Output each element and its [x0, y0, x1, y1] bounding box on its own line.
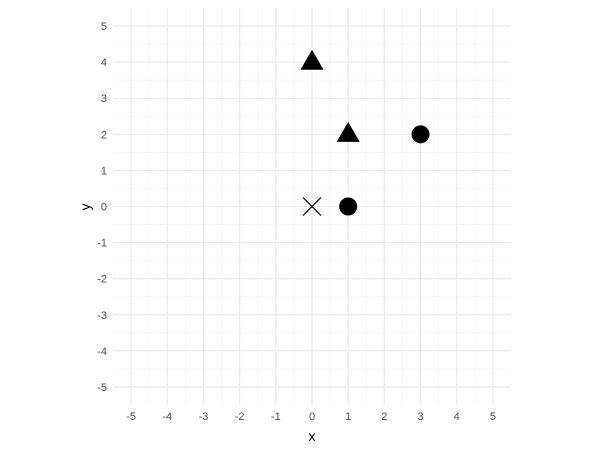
x-tick-label: 3: [417, 411, 423, 423]
y-tick-label: -3: [97, 310, 107, 322]
y-tick-label: -5: [97, 382, 107, 394]
point-triangle: [336, 121, 360, 142]
x-tick-label: 4: [454, 411, 460, 423]
x-tick-label: 2: [381, 411, 387, 423]
x-tick-label: -5: [126, 411, 136, 423]
y-tick-label: -4: [97, 346, 107, 358]
x-tick-label: -2: [235, 411, 245, 423]
y-tick-label: 5: [101, 21, 107, 33]
x-tick-label: 5: [490, 411, 496, 423]
x-tick-label: 0: [309, 411, 315, 423]
y-tick-label: 1: [101, 165, 107, 177]
data-points: [300, 49, 430, 216]
x-tick-label: 1: [345, 411, 351, 423]
x-tick-label: -4: [162, 411, 172, 423]
y-tick-label: 4: [101, 57, 107, 69]
x-axis-tick-labels: -5 -4 -3 -2 -1 0 1 2 3 4 5: [126, 411, 496, 423]
point-triangle: [300, 49, 324, 70]
y-tick-label: -1: [97, 238, 107, 250]
x-tick-label: -3: [199, 411, 209, 423]
y-axis-title: y: [77, 204, 93, 211]
y-axis-tick-labels: -5 -4 -3 -2 -1 0 1 2 3 4 5: [97, 21, 107, 394]
y-tick-label: -2: [97, 274, 107, 286]
y-tick-label: 0: [101, 202, 107, 214]
x-tick-label: -1: [271, 411, 281, 423]
x-axis-title: x: [309, 428, 316, 444]
point-circle: [339, 197, 358, 216]
y-tick-label: 2: [101, 129, 107, 141]
point-circle: [411, 125, 430, 144]
major-grid: [113, 8, 511, 405]
point-cross: [302, 197, 322, 216]
y-tick-label: 3: [101, 93, 107, 105]
